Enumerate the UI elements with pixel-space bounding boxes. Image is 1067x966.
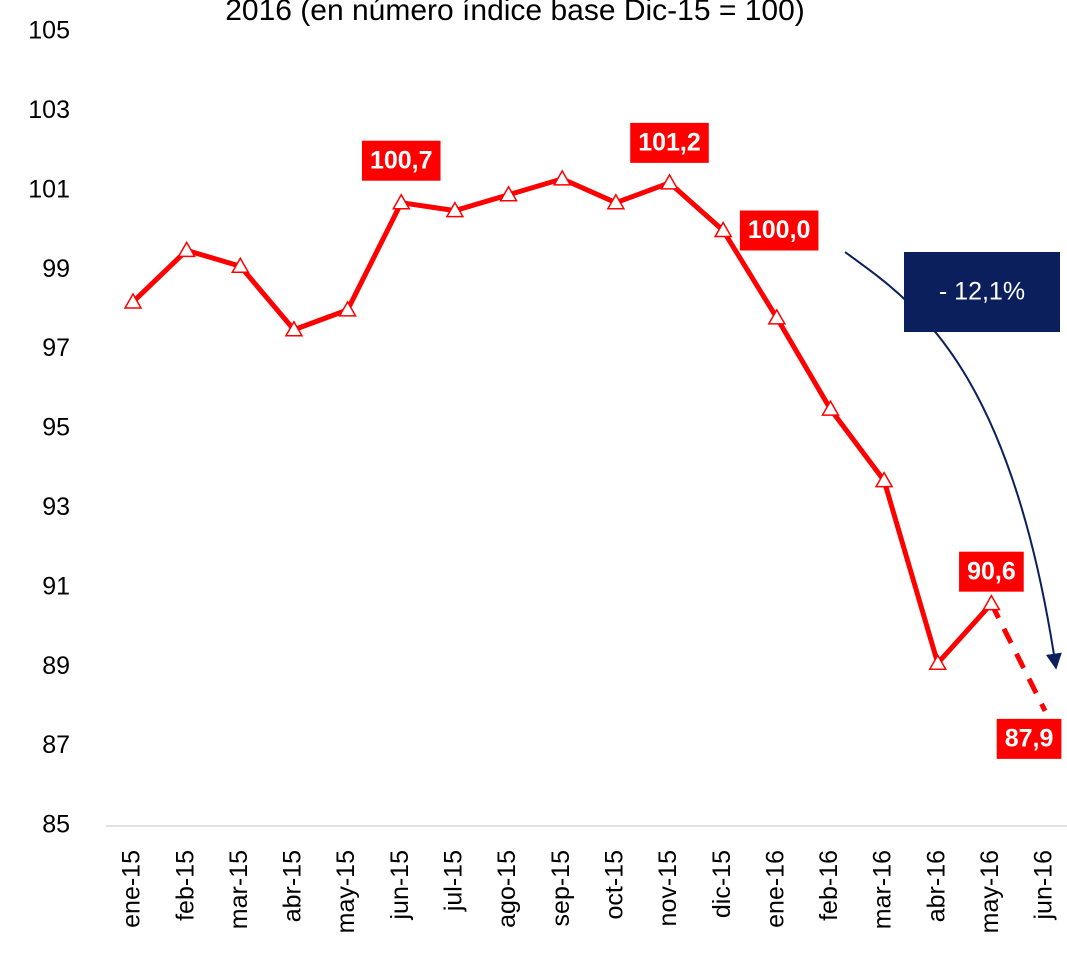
data-label: 87,9 (996, 718, 1062, 759)
point-marker (284, 320, 304, 337)
x-tick-label: dic-15 (708, 850, 736, 918)
point-marker (982, 594, 1001, 611)
point-marker (177, 240, 196, 258)
y-tick-label: 95 (42, 414, 70, 442)
x-tick-label: jun-16 (1030, 850, 1058, 921)
x-tick-label: nov-15 (654, 850, 682, 926)
point-marker (391, 193, 411, 210)
x-tick-label: mar-16 (869, 850, 897, 929)
x-tick-label: sep-15 (547, 850, 575, 926)
point-marker (767, 308, 787, 325)
y-tick-label: 103 (28, 96, 70, 124)
data-label-text: 100,7 (370, 146, 433, 174)
point-marker (660, 173, 679, 190)
point-marker (123, 292, 143, 309)
x-tick-label: feb-16 (815, 850, 843, 921)
x-tick-label: abr-16 (922, 850, 950, 922)
x-tick-label: ene-15 (118, 850, 146, 928)
y-tick-label: 85 (42, 811, 70, 839)
line (131, 176, 994, 666)
data-label: 100,7 (361, 140, 441, 181)
line-dashed (989, 602, 1048, 712)
point-marker (231, 256, 250, 273)
x-tick-label: may-16 (976, 850, 1004, 933)
x-tick-label: jun-15 (386, 850, 414, 921)
data-label-box (630, 122, 709, 163)
y-tick-label: 101 (28, 175, 70, 203)
x-tick-label: abr-15 (279, 850, 307, 922)
data-label-text: 87,9 (1005, 724, 1054, 752)
x-tick-label: may-15 (332, 850, 360, 933)
annotation-text: - 12,1% (939, 278, 1025, 306)
x-tick-label: mar-15 (225, 850, 253, 929)
data-label: 100,0 (739, 210, 819, 251)
data-label-box (739, 210, 819, 251)
point-marker (821, 399, 840, 416)
x-tick-label: ago-15 (493, 850, 521, 928)
y-tick-label: 93 (42, 493, 70, 521)
x-tick-label: ene-16 (761, 850, 789, 928)
point-marker (445, 201, 465, 218)
annotation-box (904, 252, 1060, 332)
y-tick-label: 97 (42, 334, 70, 362)
chart-title: 2016 (en número índice base Dic-15 = 100… (225, 0, 805, 27)
point-marker (928, 653, 948, 670)
y-tick-label: 91 (42, 572, 70, 600)
point-marker (713, 220, 733, 238)
x-tick-label: jul-15 (440, 850, 468, 912)
point-marker (552, 169, 572, 186)
data-label: 90,6 (959, 551, 1024, 592)
data-label-text: 90,6 (967, 557, 1016, 585)
point-marker (606, 193, 626, 210)
data-label-box (959, 551, 1024, 592)
x-tick-label: feb-15 (171, 850, 199, 921)
point-marker (874, 471, 894, 488)
annotation-arrow (844, 251, 1062, 670)
data-label-box (996, 718, 1062, 759)
point-marker (338, 300, 357, 317)
y-tick-label: 89 (42, 652, 70, 680)
data-label-box (361, 140, 441, 181)
data-label: 101,2 (630, 122, 709, 163)
y-tick-label: 105 (28, 17, 70, 45)
y-tick-label: 99 (42, 255, 70, 283)
data-label-text: 100,0 (748, 216, 811, 244)
data-label-text: 101,2 (638, 128, 701, 156)
point-marker (499, 185, 518, 202)
x-tick-label: oct-15 (600, 850, 628, 919)
y-tick-label: 87 (42, 731, 70, 759)
